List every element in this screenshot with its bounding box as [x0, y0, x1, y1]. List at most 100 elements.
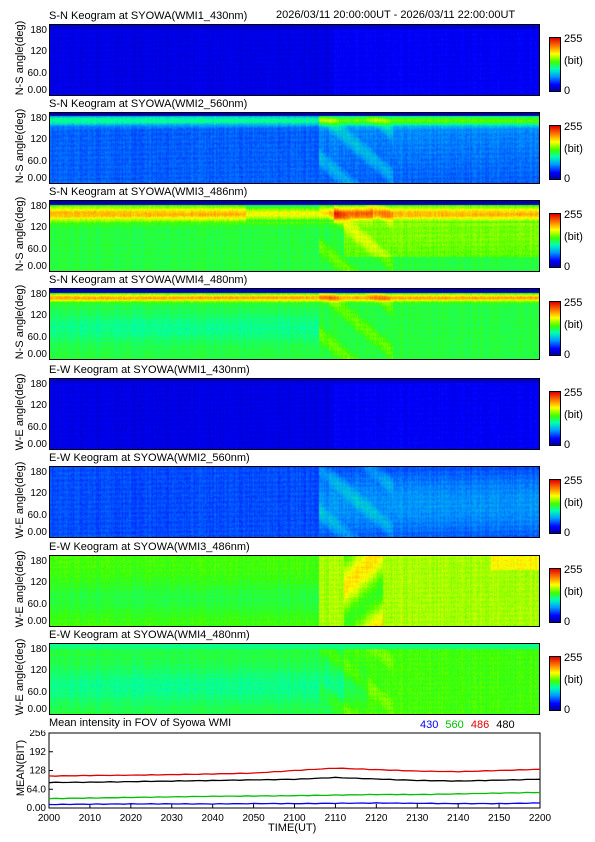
line-chart-xlabel: TIME(UT) [268, 822, 317, 834]
colorbar-max-label: 255 [564, 33, 583, 45]
x-tick-label: 2020 [120, 813, 143, 824]
keogram-canvas [50, 289, 539, 359]
keogram-title: S-N Keogram at SYOWA(WMI4_480nm) [49, 274, 248, 286]
colorbar [549, 37, 561, 92]
keogram-ytick: 60.0 [27, 156, 47, 167]
keogram-ytick: 0.00 [27, 349, 47, 360]
colorbar [549, 125, 561, 180]
keogram-title: E-W Keogram at SYOWA(WMI1_430nm) [49, 364, 250, 376]
keogram-title: S-N Keogram at SYOWA(WMI1_430nm) [49, 10, 248, 22]
x-tick-label: 2030 [161, 813, 184, 824]
keogram-ytick: 180 [30, 644, 47, 655]
keogram-ytick: 60.0 [27, 244, 47, 255]
y-tick-label: 128 [29, 766, 46, 777]
keogram-ytick: 0.00 [27, 704, 47, 715]
keogram-title: S-N Keogram at SYOWA(WMI2_560nm) [49, 98, 248, 110]
keogram-ytick: 180 [30, 467, 47, 478]
keogram-ytick: 60.0 [27, 422, 47, 433]
keogram-image [49, 466, 540, 538]
keogram-ytick: 0.00 [27, 85, 47, 96]
colorbar-max-label: 255 [564, 475, 583, 487]
keogram-image [49, 643, 540, 715]
legend-560: 560 [445, 719, 464, 731]
keogram-ytick: 120 [30, 134, 47, 145]
colorbar [549, 656, 561, 711]
legend-486: 486 [470, 719, 490, 731]
y-tick-label: 0.00 [27, 803, 47, 814]
keogram-ytick: 120 [30, 310, 47, 321]
keogram-ytick: 0.00 [27, 261, 47, 272]
keogram-ytick: 0.00 [27, 527, 47, 538]
colorbar-unit-label: (bit) [564, 586, 583, 598]
keogram-ytick: 0.00 [27, 439, 47, 450]
keogram-ytick: 0.00 [27, 616, 47, 627]
keogram-ytick: 60.0 [27, 68, 47, 79]
colorbar-min-label: 0 [564, 349, 571, 361]
legend-480: 480 [496, 719, 515, 731]
series-line-486 [48, 767, 541, 777]
keogram-canvas [50, 201, 539, 271]
keogram-ytick: 120 [30, 222, 47, 233]
keogram-image [49, 112, 540, 184]
keogram-image [49, 288, 540, 360]
keogram-ytick: 0.00 [27, 173, 47, 184]
keogram-ytick: 180 [30, 201, 47, 212]
x-tick-label: 2120 [365, 813, 388, 824]
keogram-ytick: 180 [30, 113, 47, 124]
colorbar-max-label: 255 [564, 209, 583, 221]
line-chart-title: Mean intensity in FOV of Syowa WMI [49, 717, 232, 729]
series-line-560 [48, 791, 541, 800]
colorbar-unit-label: (bit) [564, 319, 583, 331]
keogram-title: S-N Keogram at SYOWA(WMI3_486nm) [49, 186, 248, 198]
keogram-ytick: 180 [30, 379, 47, 390]
keogram-ytick: 120 [30, 577, 47, 588]
x-tick-label: 2200 [529, 813, 552, 824]
colorbar-unit-label: (bit) [564, 674, 583, 686]
x-tick-label: 2150 [488, 813, 511, 824]
colorbar-min-label: 0 [564, 261, 571, 273]
colorbar-min-label: 0 [564, 704, 571, 716]
keogram-ytick: 60.0 [27, 687, 47, 698]
x-tick-label: 2040 [202, 813, 225, 824]
colorbar-max-label: 255 [564, 564, 583, 576]
keogram-canvas [50, 556, 539, 626]
colorbar-min-label: 0 [564, 85, 571, 97]
keogram-image [49, 24, 540, 96]
x-tick-label: 2000 [38, 813, 61, 824]
legend-430: 430 [420, 719, 439, 731]
keogram-ytick: 120 [30, 46, 47, 57]
colorbar-min-label: 0 [564, 173, 571, 185]
colorbar-max-label: 255 [564, 387, 583, 399]
keogram-ytick: 120 [30, 665, 47, 676]
x-tick-label: 2100 [283, 813, 306, 824]
colorbar [549, 391, 561, 446]
colorbar-min-label: 0 [564, 527, 571, 539]
keogram-title: E-W Keogram at SYOWA(WMI2_560nm) [49, 452, 250, 464]
series-line-480 [48, 776, 541, 784]
colorbar-min-label: 0 [564, 616, 571, 628]
keogram-ytick: 180 [30, 25, 47, 36]
colorbar-max-label: 255 [564, 297, 583, 309]
x-tick-label: 2010 [79, 813, 102, 824]
colorbar-max-label: 255 [564, 121, 583, 133]
keogram-ytick: 60.0 [27, 510, 47, 521]
keogram-ytick: 180 [30, 289, 47, 300]
series-line-430 [48, 802, 541, 806]
keogram-image [49, 555, 540, 627]
time-range-header: 2026/03/11 20:00:00UT - 2026/03/11 22:00… [276, 9, 516, 21]
y-tick-label: 192 [29, 747, 46, 758]
colorbar-unit-label: (bit) [564, 55, 583, 67]
colorbar-min-label: 0 [564, 439, 571, 451]
colorbar [549, 479, 561, 534]
colorbar [549, 568, 561, 623]
y-tick-label: 256 [29, 730, 46, 739]
colorbar-max-label: 255 [564, 652, 583, 664]
colorbar-unit-label: (bit) [564, 497, 583, 509]
keogram-image [49, 200, 540, 272]
x-tick-label: 2050 [242, 813, 265, 824]
keogram-canvas [50, 113, 539, 183]
x-tick-label: 2110 [325, 813, 347, 824]
keogram-title: E-W Keogram at SYOWA(WMI3_486nm) [49, 541, 250, 553]
keogram-image [49, 378, 540, 450]
